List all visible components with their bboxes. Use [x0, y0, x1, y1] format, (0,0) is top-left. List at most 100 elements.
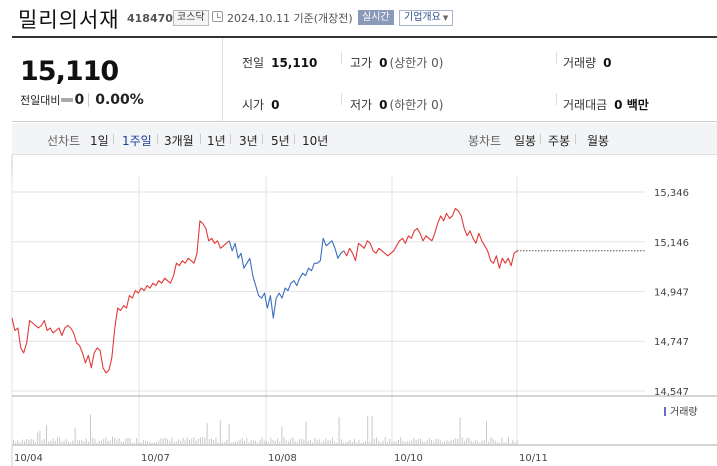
volume-bar [160, 438, 162, 445]
volume-bar [406, 441, 408, 445]
volume-bar [422, 441, 424, 445]
volume-bar [417, 439, 419, 445]
tab-weekly[interactable]: 주봉 [548, 134, 571, 148]
change-row: 전일대비 0 0.00% [20, 92, 144, 109]
volume-bar [360, 443, 362, 445]
volume-bar [336, 442, 338, 445]
volume-bar [70, 442, 72, 445]
current-price-box: 15,110 전일대비 0 0.00% [12, 38, 223, 122]
volume-bar [156, 442, 157, 445]
volume-bar [442, 442, 443, 445]
volume-bar [477, 440, 479, 445]
tab-1w[interactable]: 1주일 [122, 134, 152, 148]
volume-bar [189, 440, 190, 445]
volume-bar [420, 438, 421, 445]
volume-bar [252, 440, 254, 445]
x-tick-label: 10/08 [268, 453, 297, 464]
volume-bar [92, 437, 94, 445]
volume-bar [191, 438, 193, 445]
volume-bar [250, 440, 252, 445]
volume-stat: 거래량 0 [563, 54, 611, 71]
tab-10y[interactable]: 10년 [302, 134, 329, 148]
stock-header: 밀리의서재 418470 코스닥 2024.10.11 기준(개장전) 실시간 … [0, 0, 717, 36]
volume-bar [129, 438, 131, 445]
volume-bar [48, 441, 50, 445]
x-tick-label: 10/11 [519, 453, 548, 464]
volume-bar [32, 439, 34, 445]
volume-bar [228, 423, 230, 445]
volume-bar [230, 442, 232, 445]
company-info-dropdown[interactable]: 기업개요 ▼ [399, 10, 454, 26]
volume-bar [373, 438, 375, 445]
tab-5y[interactable]: 5년 [271, 134, 290, 148]
volume-bar [43, 439, 45, 445]
volume-bar [171, 437, 173, 445]
volume-bar [204, 438, 206, 445]
volume-bar [272, 439, 274, 445]
price-chart[interactable]: 15,346 15,146 14,947 14,747 14,547 10/04 10/0… [0, 155, 717, 466]
volume-bar [147, 441, 149, 445]
volume-bar [439, 440, 441, 445]
volume-bar [54, 440, 56, 445]
volume-bar [103, 438, 105, 445]
volume-bar [235, 441, 237, 445]
y-tick-label: 14,547 [654, 387, 689, 398]
volume-bar [494, 440, 496, 445]
realtime-button[interactable]: 실시간 [358, 10, 394, 25]
volume-bar [455, 438, 457, 445]
volume-bar [105, 437, 107, 445]
high-stat: 고가 0 (상한가 0) [350, 54, 443, 71]
tab-daily[interactable]: 일봉 [514, 134, 537, 148]
volume-bar [466, 437, 468, 445]
volume-bar [400, 437, 402, 445]
volume-bar [323, 440, 325, 445]
volume-bar [316, 439, 318, 445]
volume-bar [277, 438, 278, 445]
volume-bar [184, 440, 186, 445]
divider [230, 134, 231, 144]
chevron-down-icon: ▼ [442, 14, 449, 22]
volume-bar [195, 440, 197, 445]
low-stat: 저가 0 (하한가 0) [350, 96, 443, 113]
prev-close-label: 전일 [242, 56, 265, 70]
low-value: 0 [379, 98, 388, 112]
volume-bar [182, 437, 184, 445]
flat-change-icon [61, 98, 74, 102]
divider [540, 134, 541, 144]
volume-bar [516, 440, 518, 445]
open-value: 0 [271, 98, 280, 112]
volume-bar [180, 440, 182, 445]
volume-bar [305, 421, 307, 445]
tab-monthly[interactable]: 월봉 [587, 134, 610, 148]
volume-bar [13, 440, 14, 445]
volume-bar [301, 438, 303, 445]
volume-bar [145, 440, 146, 445]
volume-bar [402, 440, 404, 445]
tab-3m[interactable]: 3개월 [164, 134, 194, 148]
volume-bar [426, 440, 428, 445]
volume-bar [169, 440, 171, 445]
line-chart-label: 선차트 [47, 134, 81, 148]
volume-bar [24, 441, 25, 445]
tab-1d[interactable]: 1일 [90, 134, 109, 148]
change-value: 0 [74, 92, 85, 108]
volume-bar [285, 440, 287, 445]
volume-bar [257, 442, 259, 445]
volume-bar [391, 441, 393, 445]
tab-3y[interactable]: 3년 [239, 134, 258, 148]
volume-bar [83, 441, 85, 445]
tab-1y[interactable]: 1년 [207, 134, 226, 148]
volume-bar [136, 438, 138, 445]
volume-bar [481, 440, 483, 445]
x-tick-label: 10/07 [141, 453, 170, 464]
volume-bar [382, 440, 384, 445]
volume-bar [125, 438, 127, 445]
volume-bar [356, 442, 358, 445]
volume-bar [492, 438, 494, 445]
x-tick-label: 10/10 [394, 453, 423, 464]
volume-bar [167, 439, 168, 445]
clock-icon [212, 11, 223, 22]
volume-bar [68, 441, 69, 445]
divider [157, 134, 158, 144]
volume-bar [479, 442, 481, 445]
